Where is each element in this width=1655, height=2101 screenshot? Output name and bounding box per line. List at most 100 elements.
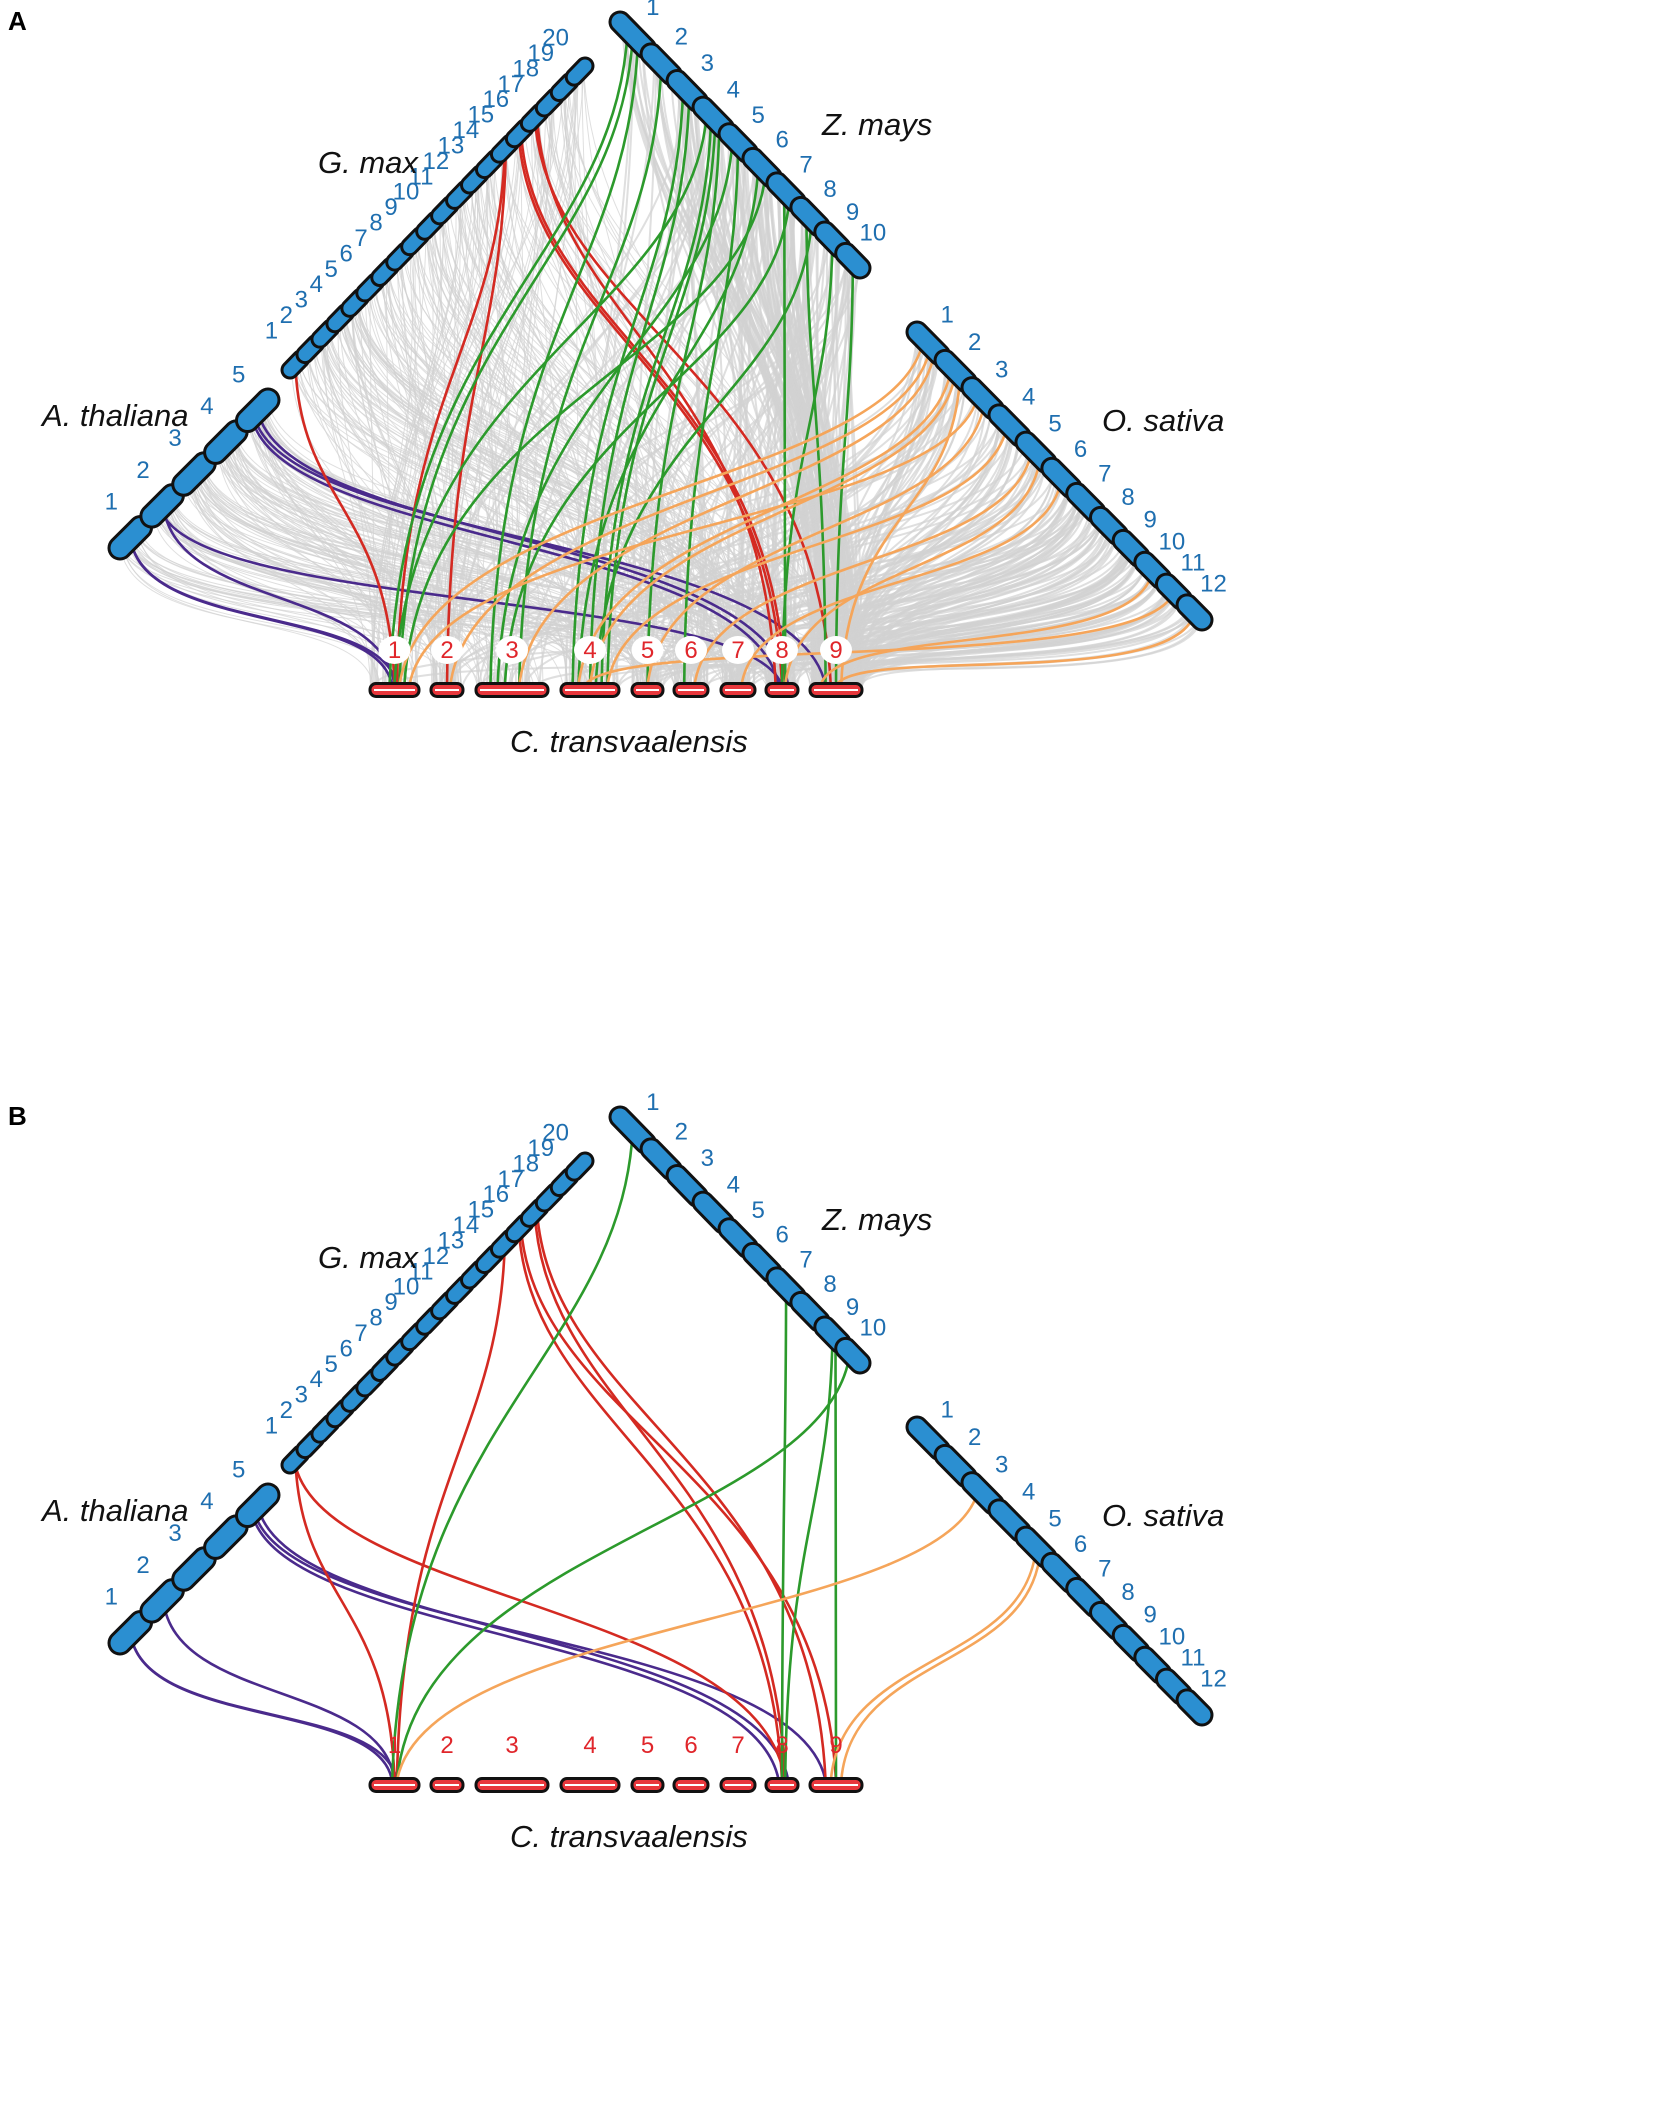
c-transvaalensis-chromosome-number: 6 (684, 1732, 697, 1759)
chromosome-osat (1068, 484, 1104, 521)
highlight-link-z-mays (780, 1287, 788, 1782)
chromosome-number: 17 (497, 71, 524, 98)
highlight-links (129, 29, 1196, 687)
gray-synteny-link (814, 591, 1176, 687)
gray-synteny-link (523, 370, 957, 687)
gray-synteny-link (119, 547, 398, 687)
chromosome-number: 4 (727, 1172, 740, 1199)
chromosome-number: 15 (467, 102, 494, 129)
chromosome-number: 17 (497, 1166, 524, 1193)
highlight-link-a-thaliana (129, 1632, 394, 1782)
highlight-link-o-sativa (740, 477, 1063, 687)
highlight-link-g-max (517, 1229, 784, 1782)
gray-synteny-link (385, 270, 392, 687)
chromosome-osat (1157, 1670, 1190, 1703)
gray-synteny-link (447, 88, 686, 687)
chromosome-osat (990, 1501, 1029, 1540)
chromosome-number: 3 (701, 50, 714, 77)
highlight-link-a-thaliana (161, 1599, 396, 1782)
chromosome-gmax (567, 59, 592, 84)
chromosome-number: 7 (354, 1320, 367, 1347)
c-transvaalensis-chromosome-number: 2 (440, 1732, 453, 1759)
chromosome-zmays (792, 1293, 828, 1330)
chromosome-number: 20 (542, 1120, 569, 1147)
chromosome-number: 5 (752, 1197, 765, 1224)
gray-synteny-link (741, 158, 755, 687)
chromosome-number: 12 (1200, 570, 1227, 597)
gray-synteny-link (321, 336, 499, 687)
chromosome-osat (1114, 531, 1148, 566)
c-transvaalensis-chromosome-number: 9 (829, 1732, 842, 1759)
chromosome-zmays (768, 1269, 804, 1306)
highlight-link-z-mays (489, 40, 640, 687)
chromosome-athal (110, 1612, 151, 1653)
chromosome-number-badge (820, 636, 852, 664)
highlight-link-g-max (519, 1226, 838, 1782)
gray-synteny-link (850, 425, 1011, 687)
gray-synteny-link (444, 481, 1066, 687)
chromosome-number: 4 (310, 1366, 323, 1393)
gray-synteny-link (478, 340, 927, 687)
chromosome-number: 19 (527, 40, 554, 67)
gray-synteny-link (505, 147, 685, 687)
gray-synteny-link (847, 350, 936, 687)
highlight-link-o-sativa (834, 612, 1196, 687)
chromosome-number: 9 (384, 1289, 397, 1316)
highlight-link-z-mays (517, 64, 663, 687)
c-transvaalensis-chromosome-number: 8 (775, 637, 788, 664)
c-transvaalensis-chromosome-number: 4 (583, 637, 596, 664)
gray-synteny-link (612, 349, 936, 687)
chromosome-number: 3 (995, 356, 1008, 383)
chromosome-number: 11 (409, 163, 434, 190)
gray-synteny-link (638, 606, 1191, 687)
highlight-link-a-thaliana (250, 416, 781, 687)
highlight-link-a-thaliana (129, 537, 399, 687)
chromosome-number: 4 (200, 393, 213, 420)
highlight-link-o-sativa (646, 400, 987, 687)
c-transvaalensis-chromosome-number: 2 (440, 637, 453, 664)
c-transvaalensis-chromosome-number: 4 (583, 1732, 596, 1759)
chromosome-osat (936, 351, 975, 391)
highlight-link-g-max (294, 1459, 396, 1782)
gray-synteny-link (489, 163, 607, 687)
chromosome-zmays (837, 1339, 869, 1372)
c-transvaalensis-chromosome-number: 3 (505, 1732, 518, 1759)
highlight-link-g-max (533, 1212, 787, 1782)
highlight-link-z-mays (588, 92, 691, 687)
chromosome-number: 1 (265, 317, 278, 344)
chromosome-number: 8 (369, 210, 382, 237)
gray-synteny-link (835, 562, 1147, 687)
chromosome-osat (1178, 1691, 1211, 1724)
chromosome-zmays (768, 174, 804, 211)
chromosome-number: 2 (280, 302, 293, 329)
chromosome-number: 3 (168, 425, 181, 452)
chromosome-number: 6 (776, 1222, 789, 1249)
highlight-link-z-mays (600, 115, 713, 687)
highlight-link-z-mays (783, 1334, 834, 1782)
highlight-link-g-max (517, 134, 784, 687)
chromosome-zmays (744, 1244, 780, 1281)
chromosome-number: 18 (512, 55, 539, 82)
gray-synteny-link (481, 416, 1002, 687)
chromosome-number: 3 (701, 1145, 714, 1172)
highlight-link-o-sativa (517, 349, 937, 687)
chromosome-number: 5 (1048, 410, 1061, 437)
gray-synteny-link (694, 99, 814, 687)
highlight-link-a-thaliana (129, 1632, 399, 1782)
chromosome-number: 13 (438, 133, 465, 160)
highlight-link-z-mays (780, 239, 834, 687)
chromosome-athal (237, 390, 278, 431)
chromosome-athal (142, 1581, 182, 1621)
chromosome-osat (963, 379, 1002, 418)
gray-synteny-link (376, 181, 474, 687)
highlight-link-a-thaliana (256, 1505, 790, 1782)
gray-synteny-link (337, 320, 375, 687)
chromosome-zmays (744, 149, 780, 186)
c-transvaalensis-chromosome-number: 8 (775, 1732, 788, 1759)
chromosome-number: 5 (325, 256, 338, 283)
chromosome-number: 7 (1098, 461, 1111, 488)
highlight-link-o-sativa (398, 338, 925, 687)
gray-synteny-link (515, 113, 540, 687)
gray-synteny-link (132, 534, 661, 687)
chromosome-zmays (668, 1167, 706, 1205)
